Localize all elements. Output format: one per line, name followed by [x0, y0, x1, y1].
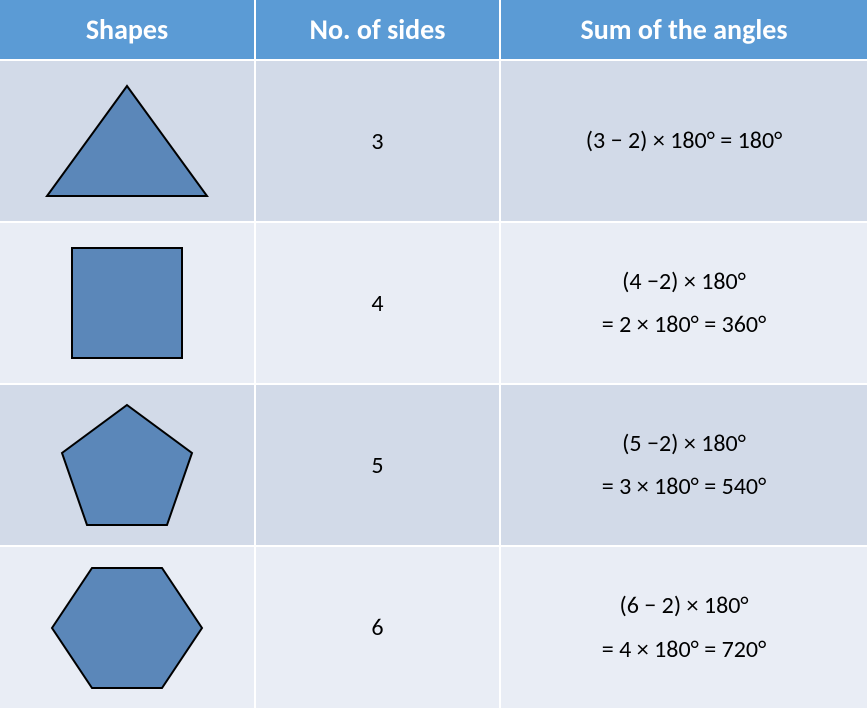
square-icon: [62, 238, 192, 368]
cell-shape: [0, 222, 255, 384]
cell-formula: (4 −2) × 180°= 2 × 180° = 360°: [500, 222, 867, 384]
cell-sides: 4: [255, 222, 500, 384]
formula-line: = 2 × 180° = 360°: [501, 303, 867, 346]
polygon-angles-table: Shapes No. of sides Sum of the angles 3 …: [0, 0, 867, 708]
cell-shape: [0, 384, 255, 546]
pentagon-icon: [52, 395, 202, 535]
table-row: 5 (5 −2) × 180°= 3 × 180° = 540°: [0, 384, 867, 546]
formula-line: (4 −2) × 180°: [501, 260, 867, 303]
header-shapes: Shapes: [0, 0, 255, 60]
table-header-row: Shapes No. of sides Sum of the angles: [0, 0, 867, 60]
table-body: 3 (3 − 2) × 180° = 180° 4 (4 −2) × 180°=…: [0, 60, 867, 708]
formula-line: = 3 × 180° = 540°: [501, 465, 867, 508]
header-sides: No. of sides: [255, 0, 500, 60]
cell-formula: (5 −2) × 180°= 3 × 180° = 540°: [500, 384, 867, 546]
table-row: 4 (4 −2) × 180°= 2 × 180° = 360°: [0, 222, 867, 384]
table-row: 6 (6 − 2) × 180°= 4 × 180° = 720°: [0, 546, 867, 708]
cell-sides: 5: [255, 384, 500, 546]
cell-formula: (6 − 2) × 180°= 4 × 180° = 720°: [500, 546, 867, 708]
hexagon-icon: [42, 558, 212, 698]
formula-line: (6 − 2) × 180°: [501, 584, 867, 627]
cell-sides: 6: [255, 546, 500, 708]
cell-shape: [0, 60, 255, 222]
formula-line: = 4 × 180° = 720°: [501, 628, 867, 671]
header-sum: Sum of the angles: [500, 0, 867, 60]
formula-line: (5 −2) × 180°: [501, 422, 867, 465]
cell-formula: (3 − 2) × 180° = 180°: [500, 60, 867, 222]
formula-line: (3 − 2) × 180° = 180°: [501, 119, 867, 162]
cell-sides: 3: [255, 60, 500, 222]
table-row: 3 (3 − 2) × 180° = 180°: [0, 60, 867, 222]
triangle-icon: [37, 76, 217, 206]
cell-shape: [0, 546, 255, 708]
